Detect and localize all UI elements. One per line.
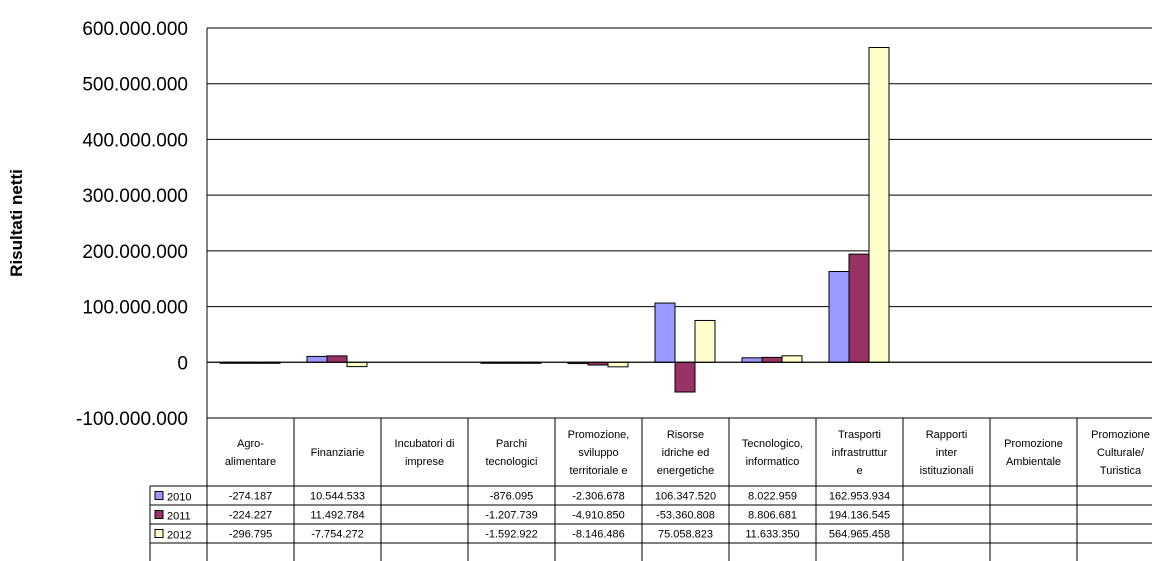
category-label: alimentare xyxy=(225,456,276,468)
bar-2010 xyxy=(654,302,676,363)
data-table-value: -224.227 xyxy=(229,510,272,522)
data-table-value: 11.492.784 xyxy=(310,510,364,522)
category-label: Tecnologico, xyxy=(742,438,803,450)
category-label: Finanziarie xyxy=(311,447,365,459)
bar-2011 xyxy=(761,356,783,363)
category-label: Parchi xyxy=(496,438,527,450)
legend-entry: 2012 xyxy=(167,530,191,542)
category-label: inter xyxy=(936,447,958,459)
category-label: territoriale e xyxy=(569,465,627,477)
data-table-value: -296.795 xyxy=(229,529,272,541)
data-table-value: -2.306.678 xyxy=(572,491,625,503)
data-table-value: -274.187 xyxy=(229,491,272,503)
data-table-value: 162.953.934 xyxy=(829,491,890,503)
category-label: Culturale/ xyxy=(1097,447,1145,459)
data-table-value: -1.207.739 xyxy=(485,510,538,522)
category-label: tecnologici xyxy=(486,456,538,468)
data-table-value: 106.347.520 xyxy=(655,491,716,503)
data-table-value: -8.146.486 xyxy=(572,529,625,541)
y-tick-label: 600.000.000 xyxy=(82,19,188,40)
y-tick-label: 500.000.000 xyxy=(82,75,188,96)
legend-entry: 2010 xyxy=(167,492,191,504)
category-label: informatico xyxy=(746,456,800,468)
data-table-value: 8.806.681 xyxy=(748,510,797,522)
bar-2012 xyxy=(607,361,629,368)
legend-entry: 2011 xyxy=(167,511,191,523)
bar-2012 xyxy=(781,355,803,363)
legend-swatch-2010 xyxy=(154,491,164,500)
category-label: Rapporti xyxy=(926,429,968,441)
data-table-value: 194.136.545 xyxy=(829,510,890,522)
data-table-value: 11.633.350 xyxy=(745,529,799,541)
y-tick-label: 400.000.000 xyxy=(82,130,188,151)
data-table-value: -1.592.922 xyxy=(485,529,538,541)
data-table-value: -876.095 xyxy=(490,491,533,503)
legend-swatch-2012 xyxy=(154,529,164,538)
category-label: Risorse xyxy=(667,429,704,441)
bar-2010 xyxy=(828,270,850,363)
category-label: infrastruttur xyxy=(832,447,888,459)
y-tick-label: 100.000.000 xyxy=(82,298,188,319)
data-table-value: 10.544.533 xyxy=(310,491,365,503)
bar-2011 xyxy=(674,361,696,393)
category-label: Ambientale xyxy=(1006,456,1061,468)
category-label: imprese xyxy=(405,456,444,468)
category-label: sviluppo xyxy=(578,447,618,459)
bar-2012 xyxy=(694,319,716,363)
bar-2011 xyxy=(848,253,870,363)
y-axis-label: Risultati netti xyxy=(7,169,26,277)
category-label: istituzionali xyxy=(920,465,974,477)
data-table-value: 564.965.458 xyxy=(829,529,890,541)
legend-swatch-2011 xyxy=(154,510,164,519)
data-table-value: 8.022.959 xyxy=(748,491,797,503)
y-tick-label: 300.000.000 xyxy=(82,186,188,207)
category-label: Trasporti xyxy=(838,429,881,441)
category-label: idriche ed xyxy=(662,447,710,459)
y-tick-label: -100.000.000 xyxy=(76,409,188,430)
category-label: Promozione xyxy=(1091,429,1150,441)
category-label: energetiche xyxy=(657,465,715,477)
data-table-value: -4.910.850 xyxy=(572,510,625,522)
data-table-value: 75.058.823 xyxy=(658,529,713,541)
category-label: Turistica xyxy=(1100,465,1142,477)
category-label: Promozione xyxy=(1004,438,1063,450)
data-table-value: -53.360.808 xyxy=(656,510,715,522)
bar-2012 xyxy=(346,361,368,368)
data-table-value: -7.754.272 xyxy=(311,529,364,541)
y-tick-label: 200.000.000 xyxy=(82,242,188,263)
bar-2011 xyxy=(326,355,348,363)
category-label: Incubatori di xyxy=(395,438,455,450)
category-label: e xyxy=(856,465,862,477)
bar-2012 xyxy=(868,47,890,363)
bar-2010 xyxy=(306,355,328,363)
category-label: Promozione, xyxy=(568,429,630,441)
y-tick-label: 0 xyxy=(177,353,188,374)
bar-2010 xyxy=(741,357,763,363)
category-label: Agro- xyxy=(237,438,264,450)
